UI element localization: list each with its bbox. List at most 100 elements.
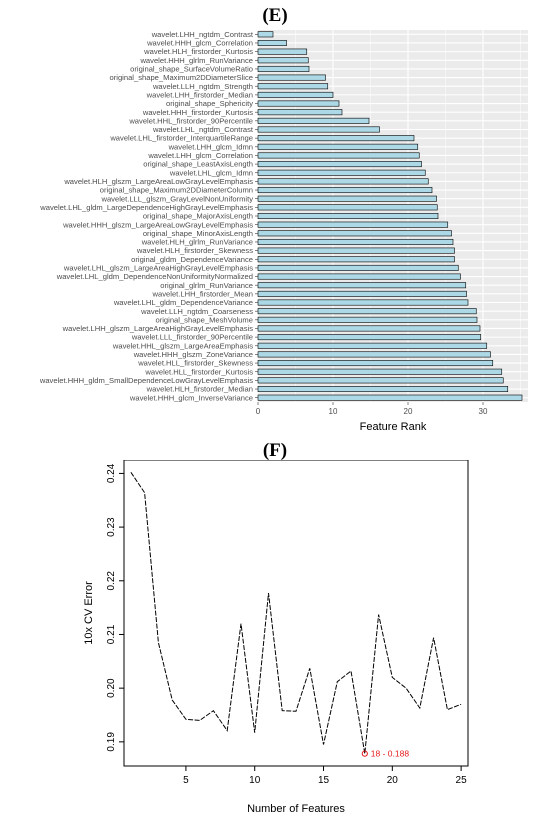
bar bbox=[257, 31, 274, 38]
y-tick-label: original_shape_SurfaceVolumeRatio bbox=[130, 65, 253, 74]
bar bbox=[257, 126, 380, 133]
y-tick-label: 0.19 bbox=[106, 732, 117, 752]
y-tick-labels: wavelet.LHH_ngtdm_Contrastwavelet.HHH_gl… bbox=[39, 30, 258, 402]
bar bbox=[257, 394, 523, 401]
y-tick-label: wavelet.HLL_firstorder_Kurtosis bbox=[144, 367, 253, 376]
y-tick-label: wavelet.LLL_firstorder_90Percentile bbox=[131, 333, 253, 342]
bar bbox=[257, 238, 454, 245]
y-tick-label: wavelet.HLH_firstorder_Kurtosis bbox=[143, 47, 253, 56]
bar bbox=[257, 360, 494, 367]
y-tick-label: wavelet.LHH_ngtdm_Contrast bbox=[151, 30, 254, 39]
y-tick-label: wavelet.LHH_glcm_Correlation bbox=[147, 151, 253, 160]
panel-label-e: (E) bbox=[262, 5, 288, 26]
bar bbox=[257, 256, 455, 263]
x-ticks: 0 10 20 30 bbox=[256, 402, 488, 416]
y-tick-label: wavelet.HLL_firstorder_Skewness bbox=[137, 359, 253, 368]
y-tick-label: wavelet.LHL_gldm_DependenceNonUniformity… bbox=[56, 272, 253, 281]
y-tick-label: wavelet.HHH_glcm_InverseVariance bbox=[129, 393, 253, 402]
bar bbox=[257, 117, 370, 124]
cv-error-series-line bbox=[130, 472, 462, 754]
bar bbox=[257, 377, 504, 384]
bar bbox=[257, 109, 343, 116]
x-tick-label: 20 bbox=[404, 407, 413, 416]
bar bbox=[257, 264, 459, 271]
y-tick-label: wavelet.HHH_glszm_LargeAreaLowGrayLevelE… bbox=[62, 220, 253, 229]
bar bbox=[257, 308, 477, 315]
y-tick-label: original_shape_MinorAxisLength bbox=[143, 229, 253, 238]
x-tick-label: 25 bbox=[456, 775, 468, 786]
x-tick-label: 5 bbox=[183, 775, 189, 786]
y-tick-label: original_shape_Sphericity bbox=[166, 99, 253, 108]
y-tick-label: original_gldm_DependenceVariance bbox=[131, 255, 253, 264]
y-tick-label: wavelet.LHH_glszm_LargeAreaHighGrayLevel… bbox=[62, 324, 254, 333]
y-tick-label: wavelet.LLH_ngtdm_Strength bbox=[152, 82, 253, 91]
bar bbox=[257, 65, 310, 72]
min-error-marker bbox=[361, 750, 368, 757]
bar bbox=[257, 178, 429, 185]
x-tick-label: 10 bbox=[249, 775, 261, 786]
bar bbox=[257, 325, 481, 332]
plot-frame bbox=[123, 460, 469, 767]
bar bbox=[257, 169, 426, 176]
y-axis-title: 10x CV Error bbox=[83, 581, 95, 645]
bar bbox=[257, 48, 308, 55]
bar bbox=[257, 152, 420, 159]
x-tick-label: 0 bbox=[256, 407, 261, 416]
bar bbox=[257, 273, 461, 280]
bar bbox=[257, 74, 326, 81]
y-tick-label: wavelet.HHL_firstorder_90Percentile bbox=[128, 116, 253, 125]
y-tick-label: wavelet.HLH_firstorder_Skewness bbox=[136, 246, 253, 255]
y-tick-label: 0.20 bbox=[106, 678, 117, 698]
y-tick-label: wavelet.HLH_firstorder_Median bbox=[146, 385, 253, 394]
y-tick-label: 0.23 bbox=[106, 517, 117, 537]
x-axis: 5 10 15 20 25 bbox=[183, 766, 467, 786]
y-tick-label: original_glrlm_RunVariance bbox=[160, 281, 253, 290]
y-tick-label: original_shape_MeshVolume bbox=[155, 315, 253, 324]
bar bbox=[257, 368, 503, 375]
bar bbox=[257, 342, 488, 349]
bar bbox=[257, 143, 419, 150]
bar bbox=[257, 161, 422, 168]
bar bbox=[257, 83, 329, 90]
y-tick-label: original_shape_LeastAxisLength bbox=[143, 160, 253, 169]
y-tick-label: wavelet.LHL_glcm_Idmn bbox=[169, 168, 253, 177]
y-tick-label: wavelet.HHH_glcm_Correlation bbox=[146, 39, 253, 48]
bar bbox=[257, 213, 439, 219]
x-tick-label: 15 bbox=[318, 775, 330, 786]
bar bbox=[257, 57, 309, 64]
bar bbox=[257, 299, 469, 306]
y-tick-label: 0.21 bbox=[106, 624, 117, 644]
y-tick-label: original_shape_Maximum2DDiameterSlice bbox=[110, 73, 254, 82]
bar bbox=[257, 290, 467, 297]
bar bbox=[257, 247, 455, 254]
y-tick-label: wavelet.LLH_ngtdm_Coarseness bbox=[140, 307, 253, 316]
bar bbox=[257, 39, 287, 46]
cv-error-line-chart: 5 10 15 20 25 0.19 0.20 0.21 0.22 0.23 0.24 18 - … bbox=[83, 460, 469, 815]
bar bbox=[257, 230, 452, 237]
y-tick-label: wavelet.HHH_firstorder_Kurtosis bbox=[142, 108, 253, 117]
min-error-annotation: 18 - 0.188 bbox=[371, 749, 410, 759]
y-tick-label: wavelet.HHH_glszm_ZoneVariance bbox=[133, 350, 253, 359]
y-tick-label: original_shape_MajorAxisLength bbox=[143, 212, 253, 221]
bar bbox=[257, 100, 340, 107]
bar bbox=[257, 282, 467, 289]
bar bbox=[257, 204, 438, 211]
panel-label-f: (F) bbox=[262, 440, 288, 461]
bar bbox=[257, 351, 491, 358]
x-axis-title: Number of Features bbox=[247, 803, 345, 815]
y-tick-label: wavelet.LHL_firstorder_InterquartileRang… bbox=[109, 134, 253, 143]
y-tick-label: 0.24 bbox=[106, 463, 117, 483]
y-tick-label: wavelet.LHH_glcm_Idmn bbox=[168, 142, 253, 151]
x-tick-label: 30 bbox=[479, 407, 488, 416]
bar bbox=[257, 334, 482, 341]
y-tick-label: wavelet.LHL_glszm_LargeAreaHighGrayLevel… bbox=[63, 264, 253, 273]
y-tick-label: wavelet.HLH_glrlm_RunVariance bbox=[141, 238, 253, 247]
bar bbox=[257, 221, 449, 228]
y-tick-label: wavelet.HHH_glrlm_RunVariance bbox=[139, 56, 253, 65]
y-tick-label: wavelet.LHH_firstorder_Mean bbox=[152, 289, 253, 298]
y-tick-label: wavelet.HLH_glszm_LargeAreaLowGrayLevelE… bbox=[63, 177, 253, 186]
y-tick-label: wavelet.LHL_ngtdm_Contrast bbox=[152, 125, 254, 134]
feature-rank-bar-chart: wavelet.LHH_ngtdm_Contrastwavelet.HHH_gl… bbox=[39, 30, 528, 433]
y-axis: 0.19 0.20 0.21 0.22 0.23 0.24 bbox=[106, 463, 124, 752]
y-tick-label: 0.22 bbox=[106, 571, 117, 591]
